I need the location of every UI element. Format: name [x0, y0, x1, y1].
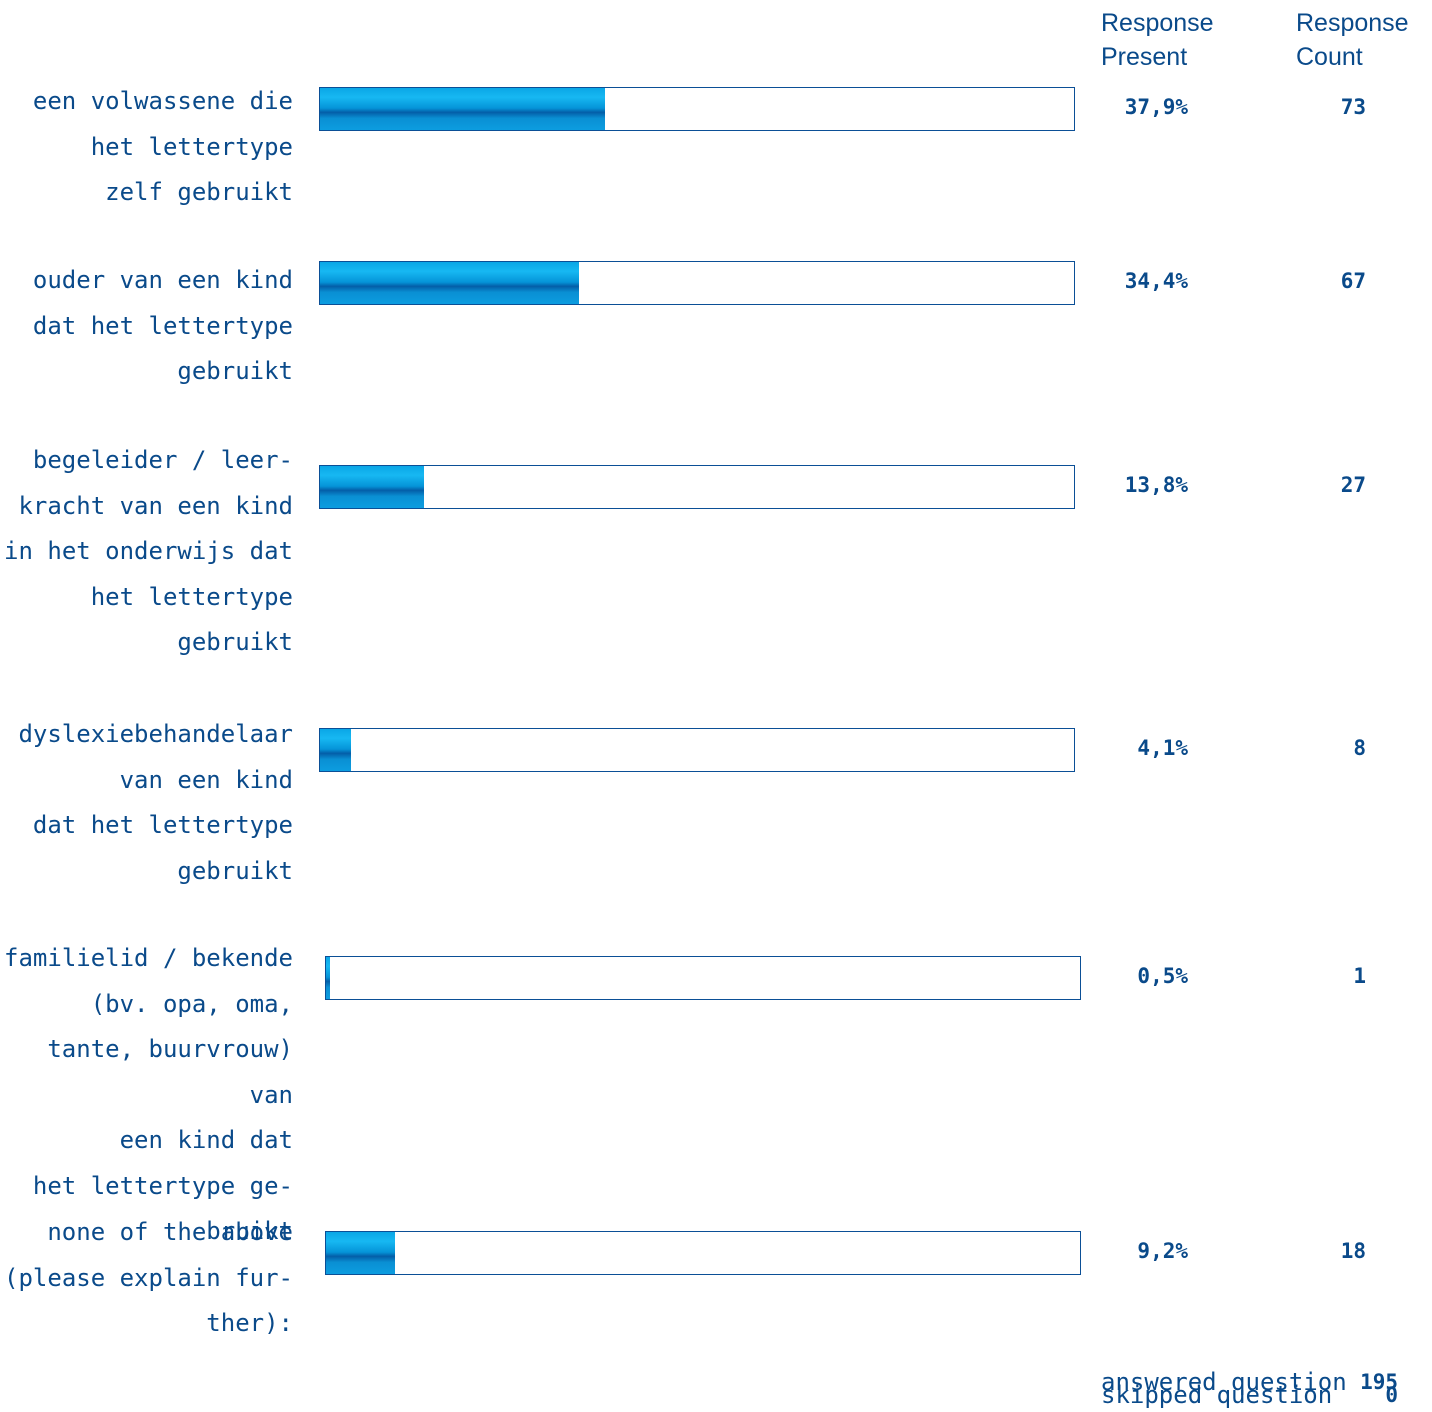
percent-label: 34,4% — [1124, 269, 1188, 293]
percent-label: 9,2% — [1137, 1239, 1188, 1263]
skipped-question-value: 0 — [1385, 1383, 1398, 1407]
bar-track — [319, 87, 1075, 131]
percent-label: 0,5% — [1137, 964, 1188, 988]
skipped-question-label: skipped question — [1101, 1381, 1333, 1409]
bar — [320, 466, 424, 508]
percent-label: 13,8% — [1124, 473, 1188, 497]
bar — [326, 1232, 396, 1274]
answered-question-value: 195 — [1360, 1370, 1398, 1394]
category-label: een volwassene die het lettertype zelf g… — [32, 87, 293, 206]
bar — [326, 957, 330, 999]
bar — [320, 729, 351, 771]
category-label: familielid / bekende (bv. opa, oma, tant… — [4, 944, 293, 1245]
answered-question-label: answered question — [1101, 1368, 1347, 1396]
count-label: 73 — [1340, 95, 1366, 119]
bar-track — [325, 956, 1081, 1000]
count-label: 67 — [1340, 269, 1366, 293]
category-label: ouder van een kind dat het lettertype ge… — [32, 266, 293, 385]
percent-label: 37,9% — [1124, 95, 1188, 119]
count-label: 1 — [1353, 964, 1366, 988]
bar — [320, 262, 580, 304]
bar-track — [325, 1231, 1081, 1275]
category-label: dyslexiebehandelaar van een kind dat het… — [18, 720, 293, 885]
count-label: 27 — [1340, 473, 1366, 497]
bar-track — [319, 261, 1075, 305]
count-label: 18 — [1340, 1239, 1366, 1263]
bar-track — [319, 728, 1075, 772]
count-label: 8 — [1353, 736, 1366, 760]
bar — [320, 88, 606, 130]
category-label: begeleider / leer- kracht van een kind i… — [4, 446, 293, 656]
percent-label: 4,1% — [1137, 736, 1188, 760]
category-label: none of the above (please explain fur- t… — [4, 1218, 293, 1337]
header-response-percent: Response Present — [1101, 9, 1214, 71]
bar-track — [319, 465, 1075, 509]
header-response-count: Response Count — [1296, 9, 1409, 71]
